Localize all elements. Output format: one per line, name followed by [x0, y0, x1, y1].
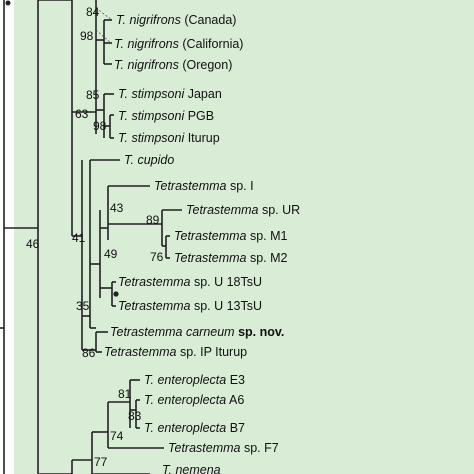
bootstrap-value: 74 — [110, 429, 124, 443]
bootstrap-value: 86 — [82, 346, 96, 360]
taxon-label: Tetrastemma sp. I — [154, 179, 254, 193]
taxon-label: Tetrastemma sp. UR — [186, 203, 300, 217]
tree-branches — [0, 0, 182, 474]
taxon-label: T. enteroplecta A6 — [144, 393, 244, 407]
taxon-label: T. enteroplecta E3 — [144, 373, 245, 387]
taxon-label: T. cupido — [124, 153, 174, 167]
dash-line-1 — [95, 29, 113, 45]
bootstrap-value: 84 — [86, 5, 100, 19]
taxon-label-new-species: Tetrastemma carneum sp. nov. — [110, 325, 284, 339]
taxon-label: T. nigrifrons (Canada) — [116, 13, 236, 27]
bootstrap-labels: 84 98 85 98 63 43 89 76 49 41 35 86 46 8… — [26, 5, 164, 469]
bootstrap-value: 98 — [93, 119, 107, 133]
bootstrap-value: 83 — [128, 409, 142, 423]
node-dot-top — [5, 0, 11, 6]
taxon-label: T. enteroplecta B7 — [144, 421, 245, 435]
taxon-label: Tetrastemma sp. U 13TsU — [118, 299, 262, 313]
taxon-labels: T. nigrifrons (Canada) T. nigrifrons (Ca… — [104, 13, 300, 474]
bootstrap-value: 98 — [80, 29, 94, 43]
taxon-label: Tetrastemma sp. F7 — [168, 441, 279, 455]
bootstrap-value: 35 — [76, 299, 90, 313]
bootstrap-value: 89 — [146, 213, 160, 227]
bootstrap-value: 85 — [86, 88, 100, 102]
dash-line-2 — [95, 7, 113, 21]
taxon-label: Tetrastemma sp. M1 — [174, 229, 288, 243]
taxon-label: T. nigrifrons (Oregon) — [114, 58, 232, 72]
bootstrap-value: 46 — [26, 237, 40, 251]
taxon-label: Tetrastemma sp. M2 — [174, 251, 288, 265]
bootstrap-value: 41 — [72, 231, 86, 245]
bootstrap-value: 81 — [118, 387, 132, 401]
bootstrap-value: 76 — [150, 250, 164, 264]
taxon-label: T. stimpsoni Iturup — [118, 131, 220, 145]
taxon-label: T. stimpsoni PGB — [118, 109, 214, 123]
taxon-label: Tetrastemma sp. IP Iturup — [104, 345, 247, 359]
taxon-label: T. stimpsoni Japan — [118, 87, 222, 101]
bootstrap-value: 49 — [104, 247, 118, 261]
bootstrap-value: 77 — [94, 455, 108, 469]
node-dot-u — [113, 291, 119, 297]
bootstrap-value: 43 — [110, 201, 124, 215]
taxon-label: T. nemena — [162, 463, 221, 474]
taxon-label: T. nigrifrons (California) — [114, 37, 243, 51]
taxon-label: Tetrastemma sp. U 18TsU — [118, 275, 262, 289]
bootstrap-value: 63 — [75, 107, 89, 121]
